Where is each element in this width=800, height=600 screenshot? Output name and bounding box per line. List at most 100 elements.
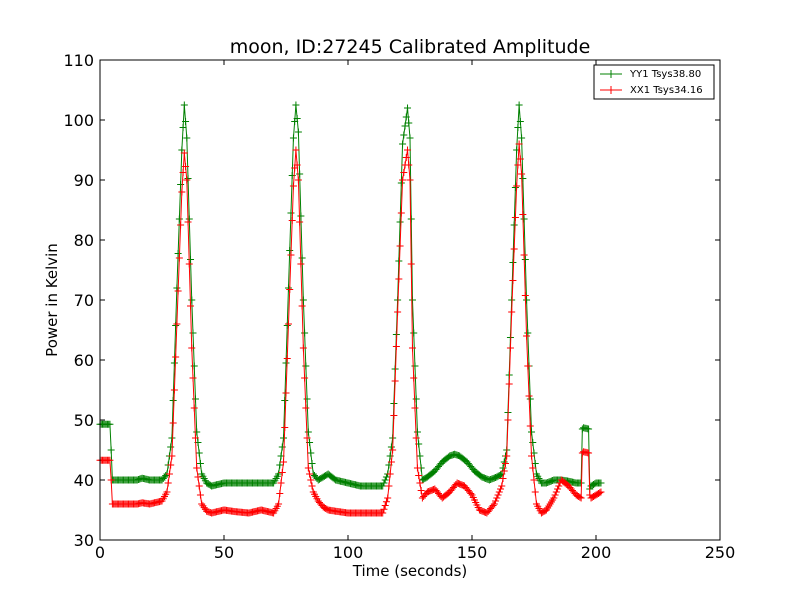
series-1-point-77 [191, 434, 199, 442]
series-0-point-80 [195, 449, 203, 457]
series-1-point-8 [106, 456, 114, 464]
series-1-point-347 [526, 422, 534, 430]
series-1-point-236 [389, 446, 397, 454]
series-1-point-349 [529, 464, 537, 472]
series-1-point-299 [467, 490, 475, 497]
chart-title: moon, ID:27245 Calibrated Amplitude [230, 36, 591, 58]
series-0-point-58 [168, 434, 176, 442]
series-1-point-320 [493, 494, 501, 502]
series-1-point-241 [395, 275, 403, 283]
y-axis-label: Power in Kelvin [43, 243, 61, 357]
series-1-point-351 [531, 488, 539, 496]
series-1-point-240 [394, 308, 402, 316]
series-0-point-152 [284, 284, 292, 292]
series-1-point-158 [292, 146, 300, 154]
series-1-point-69 [182, 163, 190, 170]
series-1-point-154 [287, 251, 295, 259]
series-1-point-151 [283, 355, 291, 362]
series-1-point-72 [185, 260, 193, 268]
series-0-point-338 [515, 101, 523, 109]
x-tick-label-1: 50 [214, 543, 234, 562]
series-0-point-251 [407, 215, 415, 223]
series-0-point-77 [191, 395, 199, 403]
series-markers-1 [96, 140, 605, 517]
x-tick-label-0: 0 [95, 543, 105, 562]
series-0-point-53 [162, 472, 170, 479]
series-1-point-54 [163, 488, 171, 496]
series-1-point-366 [550, 494, 558, 502]
series-1-point-248 [404, 146, 412, 154]
series-0-point-241 [395, 257, 403, 265]
series-1-point-147 [278, 469, 286, 476]
series-1-point-55 [164, 479, 172, 487]
series-layer [96, 101, 605, 517]
series-1-point-350 [530, 476, 538, 484]
series-1-point-144 [275, 500, 283, 508]
series-1-point-249 [405, 161, 413, 169]
series-1-point-368 [552, 488, 560, 496]
series-1-point-228 [379, 509, 387, 517]
series-0-point-167 [303, 395, 311, 403]
series-0-point-164 [299, 296, 307, 304]
series-0-point-340 [518, 134, 526, 142]
series-0-point-235 [387, 443, 395, 451]
series-1-point-321 [494, 491, 502, 499]
series-0-point-335 [511, 184, 519, 191]
series-1-point-388 [577, 494, 585, 502]
series-1-point-75 [189, 374, 197, 382]
series-1-point-65 [177, 221, 185, 229]
x-tick-label-5: 250 [705, 543, 736, 562]
series-0-point-246 [401, 122, 409, 130]
series-1-point-59 [169, 419, 177, 427]
series-1-point-167 [303, 434, 311, 442]
y-tick-label-7: 100 [63, 111, 94, 130]
series-1-point-330 [505, 380, 513, 388]
series-0-point-72 [185, 215, 193, 223]
series-1 [96, 140, 605, 517]
series-0-point-150 [282, 359, 290, 367]
series-0-point-59 [169, 397, 177, 404]
series-1-point-64 [175, 254, 183, 262]
series-0-point-165 [301, 329, 309, 337]
series-0-point-60 [170, 359, 178, 367]
x-axis-label: Time (seconds) [352, 562, 468, 580]
series-1-point-78 [193, 464, 201, 472]
series-1-point-326 [500, 467, 508, 475]
series-0-point-333 [509, 259, 517, 266]
series-1-point-160 [294, 176, 302, 184]
x-tick-label-3: 150 [457, 543, 488, 562]
series-0-point-326 [500, 458, 508, 466]
series-1-point-61 [172, 353, 180, 361]
y-tick-label-6: 90 [74, 171, 94, 190]
legend: YY1 Tsys38.80 XX1 Tsys34.16 [593, 64, 715, 100]
series-1-point-254 [411, 404, 419, 412]
series-1-point-152 [284, 320, 292, 328]
series-0-point-249 [405, 119, 413, 127]
series-0-point-351 [531, 460, 539, 467]
series-1-point-68 [180, 149, 188, 157]
series-1-point-239 [392, 343, 400, 350]
series-1-point-247 [402, 154, 410, 161]
series-1-point-256 [413, 464, 421, 472]
series-0-point-68 [180, 101, 188, 109]
series-1-point-317 [489, 502, 497, 509]
series-0-point-337 [514, 124, 522, 131]
series-1-point-70 [183, 176, 191, 184]
series-1-point-76 [190, 404, 198, 412]
plot-frame [99, 59, 721, 541]
series-0-point-244 [399, 140, 407, 148]
series-0-point-159 [293, 115, 301, 122]
series-1-point-244 [399, 176, 407, 184]
series-0-point-75 [189, 329, 197, 337]
series-1-point-166 [302, 404, 310, 412]
series-0-point-230 [381, 476, 389, 484]
series-1-point-238 [391, 377, 399, 385]
series-1-point-82 [198, 500, 206, 508]
series-0-point-258 [416, 452, 424, 460]
series-0-point-345 [524, 329, 532, 337]
series-1-point-403 [596, 489, 604, 497]
series-0 [96, 101, 605, 493]
series-1-point-80 [195, 482, 203, 490]
